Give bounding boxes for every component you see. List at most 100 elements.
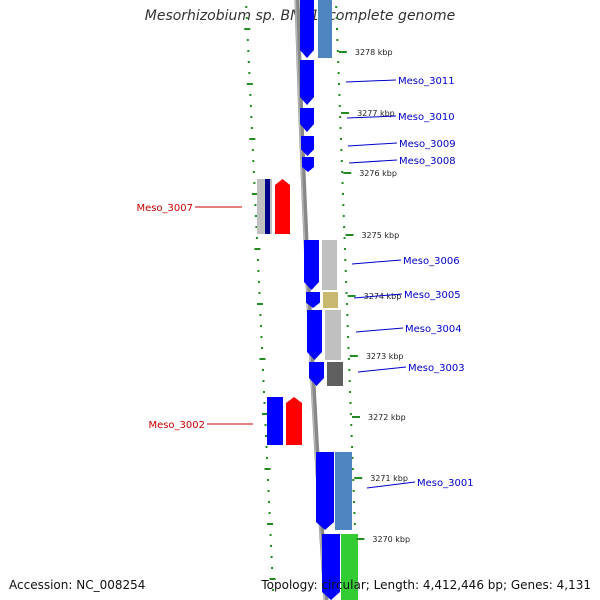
gc-dot	[341, 182, 344, 184]
gc-dot	[260, 336, 263, 338]
gc-dot	[264, 468, 271, 470]
topology-text: Topology: circular; Length: 4,412,446 bp…	[261, 578, 591, 592]
gc-dot	[267, 490, 270, 492]
gene-label-meso-3009: Meso_3009	[399, 139, 456, 150]
gc-dot	[248, 72, 251, 74]
tick-label: 3278 kbp	[355, 48, 393, 57]
gc-dot	[268, 501, 271, 503]
tick-label: 3271 kbp	[370, 474, 408, 483]
similarity-box	[318, 0, 332, 58]
gc-dot	[350, 435, 353, 437]
gc-skew-dots-left	[244, 6, 276, 591]
gc-dot	[341, 193, 344, 195]
label-leader-line	[366, 481, 416, 489]
gc-dot	[340, 160, 343, 162]
cds-arrow	[316, 452, 334, 530]
tick-label: 3275 kbp	[361, 231, 399, 240]
label-leader-line	[345, 79, 397, 83]
gc-dot	[349, 413, 352, 415]
gc-dot	[257, 270, 260, 272]
gc-dot	[351, 446, 354, 448]
tick-label: 3274 kbp	[364, 292, 402, 301]
gc-dot	[265, 435, 268, 437]
gc-dot	[250, 116, 253, 118]
gc-dot	[260, 347, 263, 349]
gc-dot	[353, 512, 356, 514]
gene-labels: Meso_3011 Meso_3010 Meso_3009 Meso_3008 Meso…	[136, 76, 473, 489]
gc-dot	[346, 325, 349, 327]
gc-dot	[247, 50, 250, 52]
label-leader-line	[353, 293, 403, 299]
similarity-box	[341, 534, 358, 600]
similarity-box	[335, 452, 352, 530]
gc-dot	[252, 171, 255, 173]
gc-dot	[270, 545, 273, 547]
gc-dot	[347, 347, 350, 349]
gc-dot	[337, 61, 340, 63]
cds-arrow-reverse	[275, 179, 290, 234]
gc-dot	[272, 589, 275, 591]
gc-dot	[336, 28, 339, 30]
gc-dot	[344, 270, 347, 272]
cds-arrow-reverse	[286, 397, 302, 445]
similarity-box-stripe	[265, 179, 270, 234]
feature-boxes	[257, 0, 358, 600]
gc-dot	[251, 149, 254, 151]
gc-dot	[353, 501, 356, 503]
accession-text: Accession: NC_008254	[9, 578, 146, 592]
gc-dot	[262, 380, 265, 382]
gene-label-meso-3006: Meso_3006	[403, 256, 460, 267]
gc-dot	[349, 391, 352, 393]
gc-dot	[341, 171, 344, 173]
gc-dot	[345, 303, 348, 305]
gc-dot	[267, 479, 270, 481]
label-leader-line	[347, 142, 398, 147]
gc-dot	[345, 281, 348, 283]
cds-arrow	[302, 157, 314, 172]
tick-label: 3272 kbp	[368, 413, 406, 422]
gc-dot	[263, 402, 266, 404]
tick-marks: 3278 kbp 3277 kbp 3276 kbp 3275 kbp 3274 kbp…	[338, 48, 410, 544]
similarity-box	[322, 240, 337, 290]
gc-dot	[259, 314, 262, 316]
gc-dot	[352, 479, 355, 481]
gc-dot	[338, 94, 341, 96]
gc-dot	[264, 424, 267, 426]
gc-dot	[343, 226, 346, 228]
gc-dot	[335, 17, 338, 19]
gc-dot	[259, 358, 266, 360]
gc-dot	[244, 28, 251, 30]
cds-arrow	[304, 240, 319, 290]
cds-arrow	[322, 534, 340, 600]
label-leader-line	[346, 115, 397, 119]
tick-label: 3270 kbp	[372, 535, 410, 544]
gc-dot	[343, 237, 346, 239]
gene-label-meso-3003: Meso_3003	[408, 363, 465, 374]
gene-label-meso-3011: Meso_3011	[398, 76, 455, 87]
tick-label: 3273 kbp	[366, 352, 404, 361]
gc-dot	[249, 94, 252, 96]
gc-dot	[249, 105, 252, 107]
cds-arrow	[300, 0, 314, 58]
label-leader-line	[348, 159, 398, 164]
gc-dot	[337, 83, 340, 85]
gc-dot	[351, 457, 354, 459]
gc-dot	[245, 17, 248, 19]
cds-arrow	[300, 60, 314, 105]
gc-dot	[338, 105, 341, 107]
gc-dot	[255, 237, 258, 239]
similarity-box	[327, 362, 343, 386]
gc-dot	[271, 567, 274, 569]
label-leader-line	[355, 327, 404, 333]
gc-dot	[252, 160, 255, 162]
gc-dot	[344, 259, 347, 261]
label-leader-line	[351, 259, 402, 265]
cds-arrow	[300, 108, 314, 132]
gc-dot	[259, 325, 262, 327]
gc-dot	[256, 259, 259, 261]
label-leader-line	[357, 366, 407, 373]
gc-dot	[335, 6, 338, 8]
gc-dot	[254, 248, 261, 250]
gc-dot	[348, 380, 351, 382]
